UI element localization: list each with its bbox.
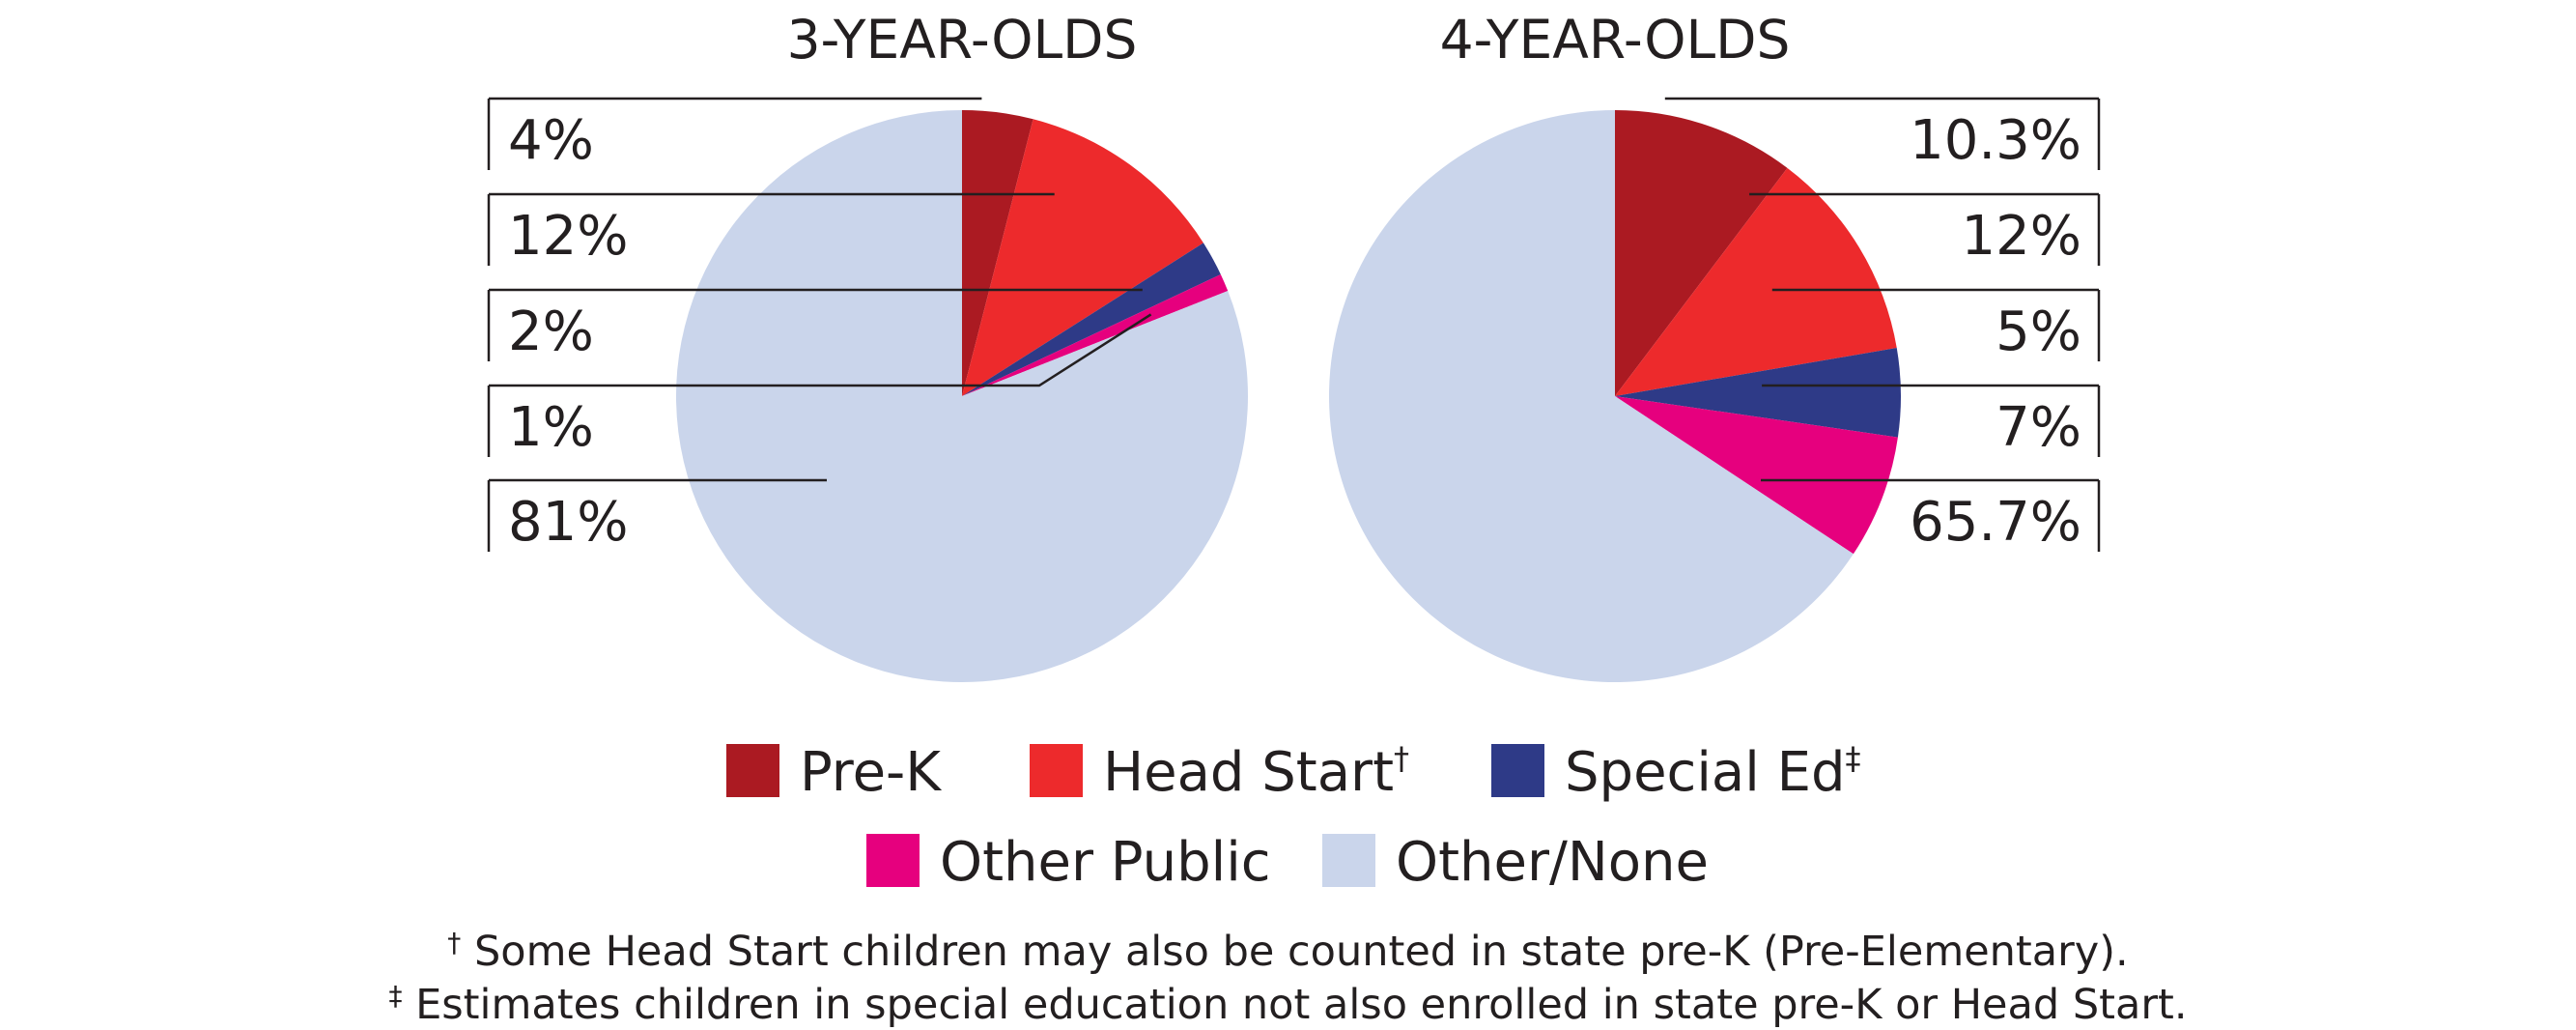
pie-slice-head-start <box>962 119 1203 397</box>
pie-slice-other-none <box>675 109 1248 683</box>
footnote-symbol: † <box>447 927 462 958</box>
slice-label-head-start: 12% <box>1962 205 2081 268</box>
legend-swatch-special-ed <box>1491 744 1544 797</box>
pie-slice-special-ed <box>962 243 1221 396</box>
legend-label-other-public: Other Public <box>940 831 1271 894</box>
slice-label-other-none: 81% <box>508 491 628 554</box>
footnote-special-ed: ‡ Estimates children in special educatio… <box>0 971 2576 1030</box>
legend-swatch-head-start <box>1030 744 1083 797</box>
legend-label-special-ed: Special Ed‡ <box>1565 740 1861 804</box>
pie-slice-other-public <box>1615 396 1898 555</box>
slice-label-pre-k: 4% <box>508 109 594 172</box>
legend-label-head-start: Head Start† <box>1103 740 1409 804</box>
footnote-text: Some Head Start children may also be cou… <box>461 928 2129 976</box>
slice-label-other-none: 65.7% <box>1910 491 2081 554</box>
legend-label-other-none: Other/None <box>1396 831 1709 894</box>
legend-swatch-other-public <box>866 834 920 887</box>
legend: Pre-K Head Start† Special Ed‡ Other Public O… <box>726 740 1861 894</box>
pie-slice-other-none <box>1329 110 1854 682</box>
leader-line <box>489 313 1152 387</box>
pie-slice-head-start <box>1615 167 1897 396</box>
footnote-text: Estimates children in special education … <box>402 981 2188 1029</box>
legend-swatch-pre-k <box>726 744 779 797</box>
legend-footnote-mark: † <box>1394 740 1409 777</box>
legend-swatch-other-none <box>1322 834 1375 887</box>
slice-label-pre-k: 10.3% <box>1910 109 2081 172</box>
slice-label-other-public: 7% <box>1996 396 2081 459</box>
pie-slice-other-public <box>962 273 1229 396</box>
pie-slice-special-ed <box>1615 348 1901 438</box>
slice-label-other-public: 1% <box>508 396 594 459</box>
legend-footnote-mark: ‡ <box>1846 740 1861 777</box>
slice-label-head-start: 12% <box>508 205 628 268</box>
pie-chart-4-year-olds: 4-YEAR-OLDS 10.3% 12% 5% 7% 65.7% <box>1329 9 2101 682</box>
chart-title: 3-YEAR-OLDS <box>787 9 1138 71</box>
legend-label-pre-k: Pre-K <box>800 741 942 804</box>
pie-slice-pre-k <box>962 110 1033 396</box>
pie-chart-3-year-olds: 3-YEAR-OLDS 4% 12% 2% 1% 81% <box>487 9 1248 683</box>
slice-label-special-ed: 2% <box>508 300 594 363</box>
chart-title: 4-YEAR-OLDS <box>1440 9 1791 71</box>
slice-label-special-ed: 5% <box>1996 300 2081 363</box>
footnote-head-start: † Some Head Start children may also be c… <box>0 918 2576 977</box>
pie-slice-pre-k <box>1615 110 1788 396</box>
footnote-symbol: ‡ <box>388 980 403 1012</box>
